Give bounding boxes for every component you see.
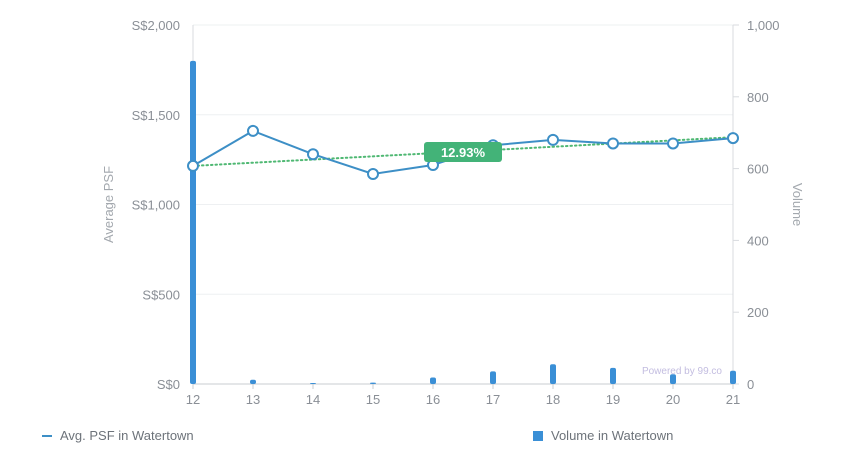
x-tick-label: 21 (726, 392, 740, 407)
volume-bar (430, 377, 436, 384)
y-left-tick-label: S$0 (157, 377, 180, 392)
y-left-tick-label: S$500 (142, 287, 180, 302)
legend-label-psf: Avg. PSF in Watertown (60, 428, 194, 443)
x-tick-label: 13 (246, 392, 260, 407)
y-right-axis-title: Volume (790, 183, 805, 226)
psf-point (367, 167, 379, 180)
volume-bar (670, 374, 676, 384)
y-left-axis-title: Average PSF (101, 166, 116, 243)
x-tick-label: 18 (546, 392, 560, 407)
legend-line-swatch (42, 434, 52, 437)
legend-label-volume: Volume in Watertown (551, 428, 674, 443)
y-left-tick-label: S$2,000 (132, 18, 180, 33)
psf-point (187, 159, 199, 172)
psf-point (247, 124, 259, 137)
psf-point (607, 137, 619, 150)
y-right-tick-label: 1,000 (747, 18, 780, 33)
y-right-tick-label: 800 (747, 90, 769, 105)
y-right-tick-label: 0 (747, 377, 754, 392)
volume-bar (190, 60, 196, 385)
trend-badge (424, 142, 502, 162)
x-tick-label: 17 (486, 392, 500, 407)
y-right-tick-label: 200 (747, 305, 769, 320)
volume-bar (250, 379, 256, 384)
psf-point (307, 148, 319, 161)
volume-bar (550, 364, 556, 384)
legend-box-swatch (533, 430, 543, 441)
volume-bar (370, 382, 376, 384)
watermark: Powered by 99.co (642, 366, 722, 377)
x-tick-label: 14 (306, 392, 320, 407)
x-tick-label: 15 (366, 392, 380, 407)
legend-item-psf[interactable]: Avg. PSF in Watertown (42, 428, 194, 443)
volume-bar (610, 367, 616, 384)
x-tick-label: 19 (606, 392, 620, 407)
volume-bar (310, 383, 316, 384)
psf-point (547, 133, 559, 146)
y-left-tick-label: S$1,500 (132, 108, 180, 123)
psf-point (667, 137, 679, 150)
x-tick-label: 16 (426, 392, 440, 407)
trend-badge-label: 12.93% (441, 145, 486, 160)
y-right-tick-label: 400 (747, 233, 769, 248)
y-right-tick-label: 600 (747, 162, 769, 177)
x-tick-label: 12 (186, 392, 200, 407)
volume-bar (490, 371, 496, 384)
psf-point (727, 132, 739, 145)
y-left-tick-label: S$1,000 (132, 198, 180, 213)
volume-bar (730, 370, 736, 384)
legend-item-volume[interactable]: Volume in Watertown (533, 428, 673, 443)
x-tick-label: 20 (666, 392, 680, 407)
